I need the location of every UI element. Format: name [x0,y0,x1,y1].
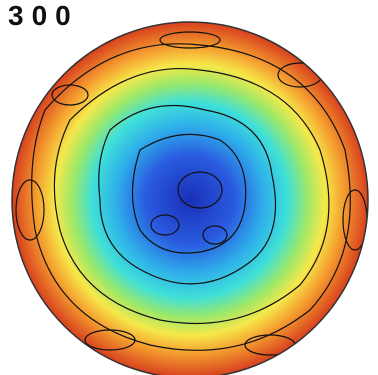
contour-map [0,0,378,375]
disc [12,22,368,375]
panel-label: 300 [8,0,79,32]
figure: 300 [0,0,378,375]
